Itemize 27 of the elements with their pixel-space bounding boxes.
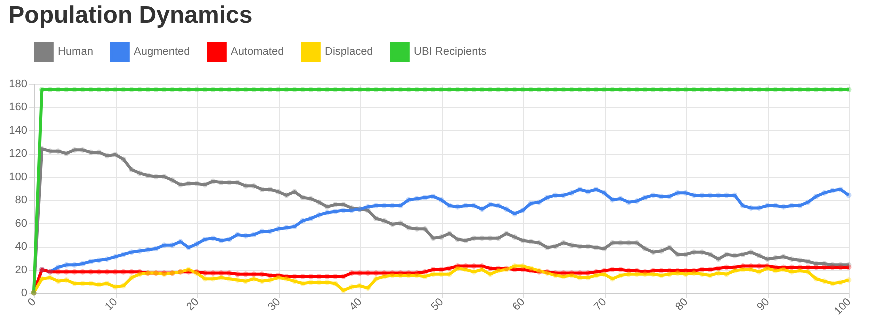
x-tick-label: 40 [348,296,365,314]
legend-label: Displaced [325,46,374,58]
y-tick-label: 80 [15,194,28,207]
chart-title: Population Dynamics [8,2,253,29]
y-tick-label: 160 [9,102,28,114]
x-tick-label: 30 [266,296,284,314]
legend-label: UBI Recipients [414,46,488,58]
y-tick-label: 180 [9,78,28,90]
x-tick-label: 20 [184,296,202,314]
legend-label: Augmented [134,46,190,58]
y-tick-label: 60 [15,218,28,230]
y-tick-label: 20 [15,264,28,276]
x-tick-label: 80 [674,296,691,314]
legend-label: Automated [231,46,284,58]
y-tick-label: 0 [21,288,28,300]
y-tick-label: 40 [15,241,28,254]
y-tick-label: 140 [9,124,28,137]
y-tick-label: 100 [9,171,28,184]
x-tick-label: 0 [26,296,39,310]
legend-label: Human [58,46,94,58]
x-tick-label: 50 [429,296,446,314]
x-tick-label: 60 [510,296,528,314]
x-tick-label: 90 [755,296,772,314]
x-tick-label: 100 [832,296,854,318]
y-tick-label: 120 [9,148,28,160]
x-tick-label: 70 [592,296,610,314]
x-tick-label: 10 [103,296,120,314]
